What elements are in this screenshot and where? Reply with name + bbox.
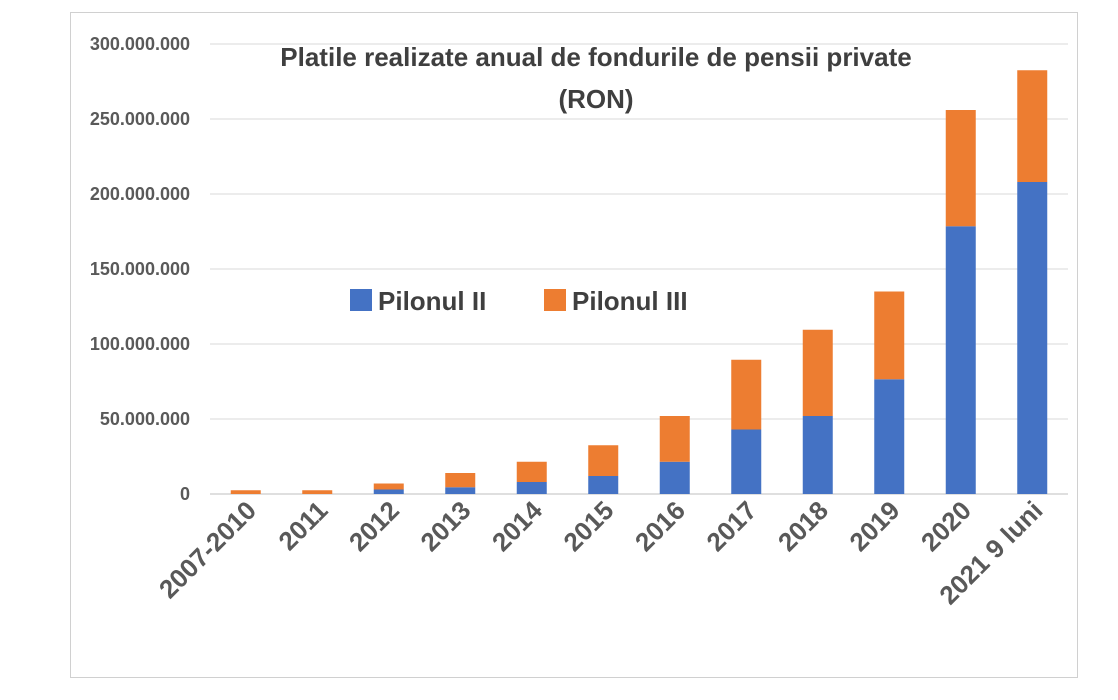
x-tick-label: 2016 <box>629 495 691 557</box>
y-tick-label: 150.000.000 <box>90 259 190 279</box>
bars <box>230 70 1048 494</box>
bar-pilonul-ii <box>802 416 833 494</box>
y-tick-label: 300.000.000 <box>90 34 190 54</box>
y-tick-label: 200.000.000 <box>90 184 190 204</box>
bar-pilonul-iii <box>230 490 261 494</box>
bar-pilonul-iii <box>302 490 333 494</box>
x-tick-label: 2017 <box>700 495 762 557</box>
bar-pilonul-iii <box>659 416 690 462</box>
x-tick-label: 2014 <box>486 495 548 557</box>
x-tick-label: 2013 <box>414 495 476 557</box>
x-tick-label: 2015 <box>557 495 619 557</box>
bar-pilonul-iii <box>516 461 547 482</box>
legend-label-pilonul-ii: Pilonul II <box>378 286 486 316</box>
x-tick-label: 2018 <box>772 495 834 557</box>
bar-pilonul-iii <box>373 483 404 490</box>
y-tick-label: 50.000.000 <box>100 409 190 429</box>
bar-pilonul-ii <box>445 487 476 494</box>
y-tick-label: 250.000.000 <box>90 109 190 129</box>
bar-pilonul-ii <box>1017 182 1048 494</box>
bar-pilonul-ii <box>731 429 762 494</box>
x-tick-label: 2011 <box>272 495 333 556</box>
bar-pilonul-iii <box>1017 70 1048 182</box>
bar-pilonul-iii <box>802 329 833 416</box>
bar-pilonul-iii <box>731 359 762 430</box>
legend-swatch-pilonul-ii <box>350 289 372 311</box>
bar-pilonul-ii <box>373 489 404 494</box>
bar-pilonul-ii <box>945 226 976 494</box>
chart-frame <box>70 12 1078 678</box>
bar-pilonul-ii <box>588 476 619 494</box>
x-tick-label: 2019 <box>843 495 905 557</box>
bar-pilonul-iii <box>588 445 619 476</box>
x-axis-ticks: 2007-2010 2011 2012 2013 2014 2015 2016 2017 201… <box>153 495 1049 611</box>
x-tick-label: 2007-2010 <box>153 495 262 604</box>
legend: Pilonul II Pilonul III <box>350 286 688 316</box>
y-tick-label: 0 <box>180 484 190 504</box>
bar-pilonul-iii <box>945 110 976 227</box>
bar-pilonul-ii <box>874 379 905 494</box>
bar-pilonul-iii <box>445 473 476 488</box>
y-tick-label: 100.000.000 <box>90 334 190 354</box>
legend-swatch-pilonul-iii <box>544 289 566 311</box>
gridlines <box>210 43 1068 495</box>
chart-title-line-1: Platile realizate anual de fondurile de … <box>280 42 911 72</box>
legend-label-pilonul-iii: Pilonul III <box>572 286 688 316</box>
bar-pilonul-ii <box>659 461 690 494</box>
chart-title-line-2: (RON) <box>558 84 633 114</box>
y-axis-ticks: 0 50.000.000 100.000.000 150.000.000 200.000… <box>90 34 190 504</box>
bar-pilonul-ii <box>516 482 547 494</box>
x-tick-label: 2012 <box>343 495 405 557</box>
x-tick-label: 2020 <box>915 495 977 557</box>
bar-pilonul-iii <box>874 291 905 380</box>
